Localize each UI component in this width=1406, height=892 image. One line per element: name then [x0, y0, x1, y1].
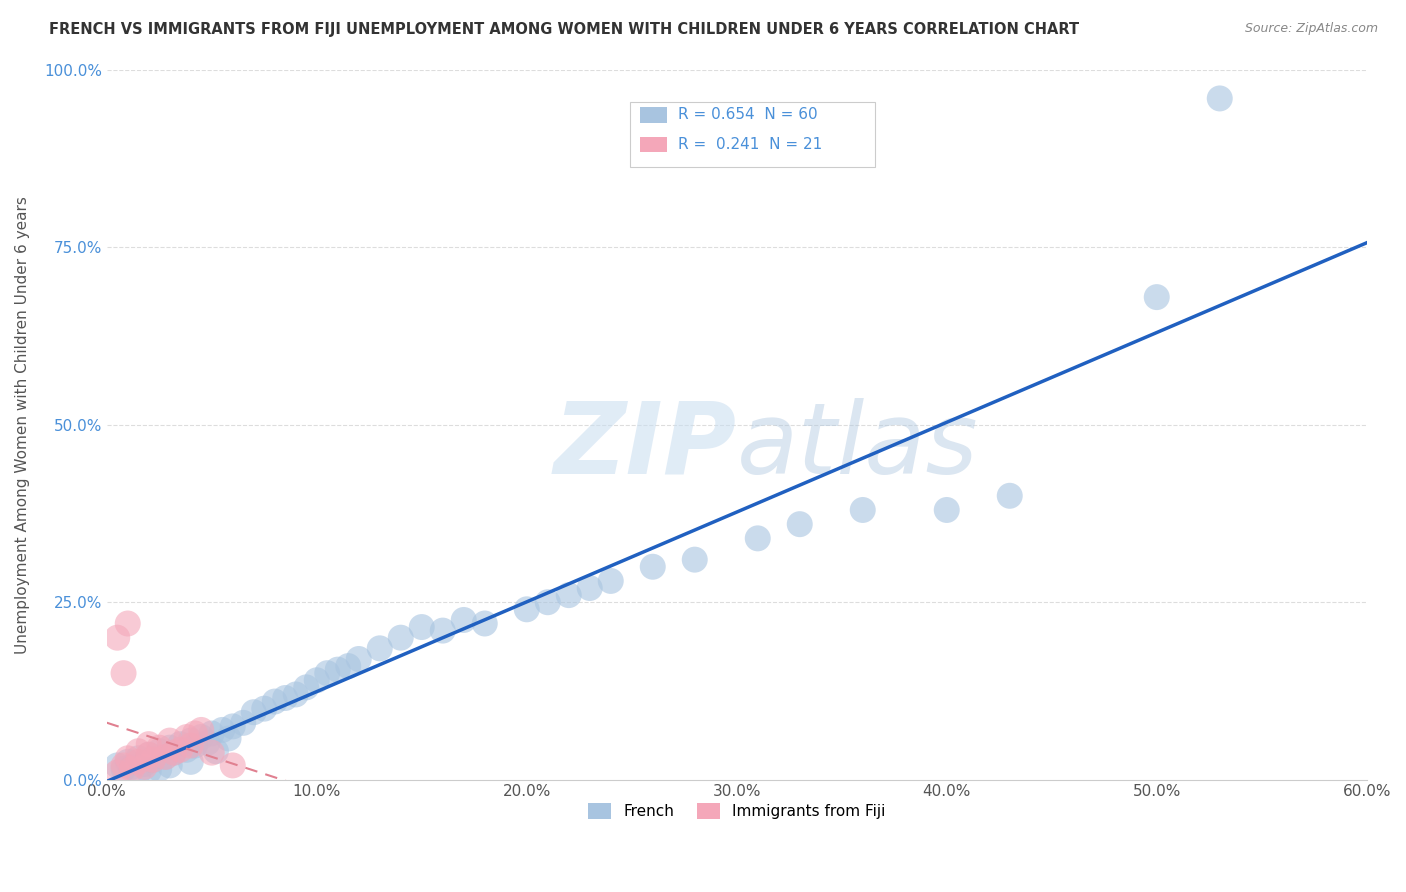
FancyBboxPatch shape: [640, 107, 668, 122]
Point: [127, 755, 149, 769]
Point: [134, 760, 156, 774]
Point: [184, 726, 207, 740]
Point: [117, 751, 139, 765]
Point: [205, 744, 228, 758]
Point: [142, 753, 165, 767]
Point: [169, 737, 191, 751]
Point: [127, 744, 149, 758]
Point: [641, 559, 664, 574]
Text: R =  0.241  N = 21: R = 0.241 N = 21: [678, 137, 821, 152]
Point: [121, 760, 143, 774]
Point: [142, 753, 165, 767]
Point: [190, 723, 212, 737]
Point: [222, 758, 245, 772]
Point: [274, 691, 297, 706]
Point: [148, 762, 170, 776]
Text: atlas: atlas: [737, 398, 979, 495]
Point: [474, 616, 496, 631]
Point: [295, 681, 318, 695]
Point: [218, 731, 240, 746]
Point: [117, 755, 139, 769]
Point: [148, 744, 170, 758]
Point: [337, 659, 360, 673]
Point: [432, 624, 454, 638]
Point: [159, 740, 181, 755]
Point: [389, 631, 412, 645]
Point: [169, 743, 191, 757]
Point: [242, 705, 264, 719]
Text: FRENCH VS IMMIGRANTS FROM FIJI UNEMPLOYMENT AMONG WOMEN WITH CHILDREN UNDER 6 YE: FRENCH VS IMMIGRANTS FROM FIJI UNEMPLOYM…: [49, 22, 1080, 37]
Point: [148, 740, 170, 755]
Point: [201, 726, 224, 740]
Text: ZIP: ZIP: [554, 398, 737, 495]
Text: Source: ZipAtlas.com: Source: ZipAtlas.com: [1244, 22, 1378, 36]
Point: [998, 489, 1021, 503]
Point: [127, 765, 149, 780]
Point: [155, 750, 177, 764]
Point: [159, 733, 181, 747]
Point: [222, 719, 245, 733]
Point: [138, 764, 160, 778]
Point: [411, 620, 433, 634]
Point: [683, 552, 706, 566]
Point: [180, 755, 202, 769]
Point: [163, 746, 186, 760]
Point: [180, 739, 202, 753]
FancyBboxPatch shape: [640, 136, 668, 153]
Text: R = 0.654  N = 60: R = 0.654 N = 60: [678, 107, 817, 122]
Point: [599, 574, 621, 588]
Point: [453, 613, 475, 627]
Point: [537, 595, 560, 609]
Point: [263, 694, 285, 708]
Point: [1209, 91, 1232, 105]
Point: [138, 747, 160, 762]
Point: [232, 715, 254, 730]
Point: [117, 616, 139, 631]
Point: [134, 756, 156, 771]
Point: [184, 739, 207, 753]
Point: [852, 503, 875, 517]
Point: [138, 737, 160, 751]
Point: [935, 503, 957, 517]
Point: [180, 733, 202, 747]
Point: [316, 666, 339, 681]
Point: [127, 751, 149, 765]
Point: [112, 758, 135, 772]
FancyBboxPatch shape: [630, 102, 876, 168]
Point: [159, 758, 181, 772]
Point: [176, 743, 198, 757]
Point: [253, 701, 276, 715]
Point: [558, 588, 581, 602]
Point: [747, 532, 769, 546]
Y-axis label: Unemployment Among Women with Children Under 6 years: Unemployment Among Women with Children U…: [15, 196, 30, 654]
Point: [305, 673, 328, 688]
Point: [163, 746, 186, 760]
Point: [578, 581, 600, 595]
Point: [190, 730, 212, 744]
Point: [197, 736, 219, 750]
Point: [789, 517, 811, 532]
Point: [155, 750, 177, 764]
Point: [347, 652, 370, 666]
Point: [176, 730, 198, 744]
Point: [368, 641, 391, 656]
Point: [105, 631, 128, 645]
Point: [201, 746, 224, 760]
Point: [138, 747, 160, 762]
Point: [112, 762, 135, 776]
Point: [211, 723, 233, 737]
Point: [1146, 290, 1168, 304]
Point: [121, 762, 143, 776]
Point: [516, 602, 538, 616]
Point: [284, 688, 307, 702]
Point: [326, 663, 349, 677]
Point: [112, 666, 135, 681]
Legend: French, Immigrants from Fiji: French, Immigrants from Fiji: [582, 797, 891, 825]
Point: [105, 765, 128, 780]
Point: [105, 758, 128, 772]
